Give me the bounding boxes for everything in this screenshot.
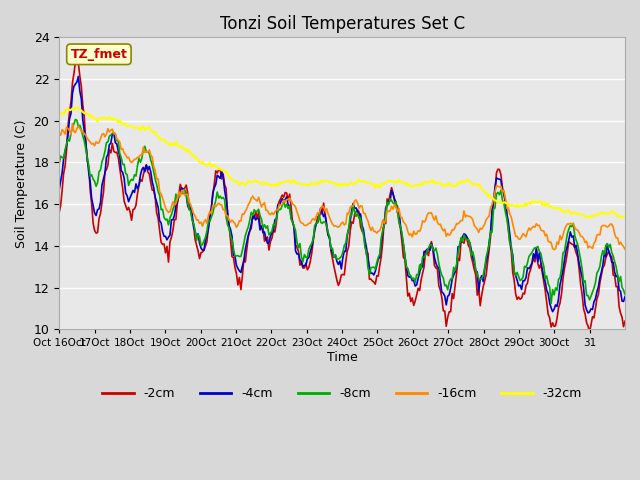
-2cm xyxy=(621,318,629,324)
-4cm xyxy=(621,294,629,300)
-4cm xyxy=(460,231,468,237)
-32cm xyxy=(460,179,468,185)
-2cm xyxy=(55,210,63,216)
-2cm xyxy=(460,240,468,246)
Line: -4cm: -4cm xyxy=(59,76,625,313)
Line: -2cm: -2cm xyxy=(59,50,625,332)
-4cm xyxy=(76,88,84,94)
-2cm xyxy=(545,312,552,317)
-2cm xyxy=(620,324,627,330)
-16cm xyxy=(621,246,629,252)
-16cm xyxy=(76,125,84,131)
-8cm xyxy=(621,291,629,297)
-8cm xyxy=(460,232,468,238)
X-axis label: Time: Time xyxy=(326,351,358,364)
-32cm xyxy=(348,180,355,185)
-8cm xyxy=(545,281,552,287)
-16cm xyxy=(550,247,558,252)
-2cm xyxy=(93,229,101,235)
-8cm xyxy=(72,117,79,122)
-16cm xyxy=(68,121,76,127)
-32cm xyxy=(545,201,552,207)
-2cm xyxy=(586,329,593,335)
-8cm xyxy=(55,162,63,168)
-16cm xyxy=(620,244,627,250)
-4cm xyxy=(620,299,627,304)
-8cm xyxy=(76,122,84,128)
-8cm xyxy=(620,287,627,293)
-4cm xyxy=(93,207,101,213)
Legend: -2cm, -4cm, -8cm, -16cm, -32cm: -2cm, -4cm, -8cm, -16cm, -32cm xyxy=(97,382,587,405)
-2cm xyxy=(76,73,84,79)
-16cm xyxy=(545,239,552,244)
-16cm xyxy=(55,130,63,135)
-32cm xyxy=(55,109,63,115)
-4cm xyxy=(584,310,592,316)
-2cm xyxy=(348,219,355,225)
Y-axis label: Soil Temperature (C): Soil Temperature (C) xyxy=(15,119,28,248)
Line: -32cm: -32cm xyxy=(59,108,625,217)
-32cm xyxy=(621,215,629,220)
-16cm xyxy=(93,141,101,146)
-16cm xyxy=(348,203,355,209)
-32cm xyxy=(618,214,626,220)
-4cm xyxy=(545,291,552,297)
-16cm xyxy=(460,208,468,214)
Line: -8cm: -8cm xyxy=(59,120,625,303)
-4cm xyxy=(348,208,355,214)
-32cm xyxy=(76,107,84,112)
-4cm xyxy=(55,187,63,193)
Title: Tonzi Soil Temperatures Set C: Tonzi Soil Temperatures Set C xyxy=(220,15,465,33)
-8cm xyxy=(348,213,355,218)
-8cm xyxy=(93,180,101,186)
-8cm xyxy=(547,300,555,306)
-4cm xyxy=(74,73,82,79)
Line: -16cm: -16cm xyxy=(59,124,625,250)
-32cm xyxy=(74,105,82,110)
Text: TZ_fmet: TZ_fmet xyxy=(70,48,127,61)
-32cm xyxy=(93,119,101,124)
-2cm xyxy=(73,47,81,53)
